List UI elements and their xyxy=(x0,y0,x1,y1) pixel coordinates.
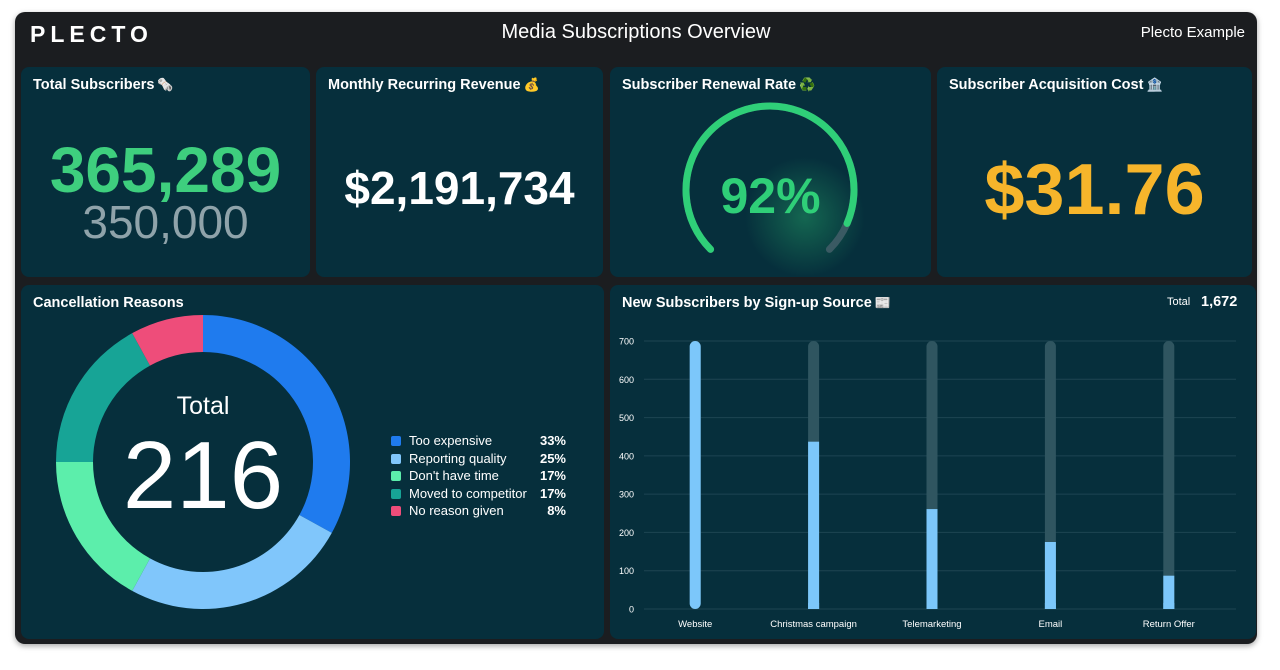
y-tick-label: 600 xyxy=(619,375,634,385)
top-bar: PLECTO Media Subscriptions Overview Plec… xyxy=(15,12,1257,56)
total-subscribers-value: 365,289 xyxy=(49,134,282,206)
card-title: New Subscribers by Sign-up Source 📰 xyxy=(622,295,891,311)
total-label: Total xyxy=(1167,296,1191,308)
y-tick-label: 700 xyxy=(619,337,634,347)
renewal-gauge xyxy=(682,102,865,277)
donut-slice[interactable] xyxy=(56,333,151,462)
newspaper-roll-icon: 🗞️ xyxy=(157,77,174,92)
legend-percent: 17% xyxy=(539,485,566,501)
bar[interactable] xyxy=(926,509,938,609)
card-title: Subscriber Acquisition Cost 🏦 xyxy=(949,77,1163,93)
cancellation-legend: Too expensive 33% Reporting quality 25% Don'… xyxy=(391,433,566,521)
donut-slice[interactable] xyxy=(56,462,151,591)
x-tick-label: Telemarketing xyxy=(902,619,961,630)
y-tick-label: 200 xyxy=(619,528,634,538)
legend-percent: 25% xyxy=(539,450,566,466)
x-tick-label: Website xyxy=(678,619,712,630)
legend-swatch xyxy=(391,488,401,499)
card-title: Total Subscribers 🗞️ xyxy=(33,77,174,93)
legend-label: Reporting quality xyxy=(409,450,507,466)
card-title: Monthly Recurring Revenue 💰 xyxy=(328,77,540,93)
legend-percent: 33% xyxy=(539,433,566,448)
bar-base xyxy=(808,603,820,609)
x-tick-label: Christmas campaign xyxy=(770,619,857,630)
account-name: Plecto Example xyxy=(1140,24,1245,41)
card-title: Cancellation Reasons xyxy=(33,295,184,311)
x-tick-label: Email xyxy=(1039,619,1063,630)
legend-label: Moved to competitor xyxy=(409,485,527,501)
y-tick-label: 500 xyxy=(619,413,634,423)
cancellation-reasons-card[interactable]: Cancellation Reasons Total 216 Too expen… xyxy=(21,285,604,639)
donut-slice[interactable] xyxy=(203,315,350,533)
legend-swatch xyxy=(391,453,401,464)
card-title: Subscriber Renewal Rate ♻️ xyxy=(622,77,816,93)
bar[interactable] xyxy=(689,341,701,609)
money-bag-icon: 💰 xyxy=(523,77,540,92)
total-value: 1,672 xyxy=(1201,294,1238,310)
signup-bar-chart: 0 100 200 300 400 500 600 700 Website Christmas c… xyxy=(619,337,1236,630)
mrr-card[interactable]: Monthly Recurring Revenue 💰 $2,191,734 xyxy=(316,67,603,277)
cancellation-donut: Total 216 xyxy=(56,315,350,609)
bar-base xyxy=(926,603,938,609)
bar[interactable] xyxy=(1163,575,1175,609)
plecto-logo[interactable]: PLECTO xyxy=(30,21,153,47)
donut-center-value: 216 xyxy=(123,422,283,529)
legend-item[interactable]: Moved to competitor 17% xyxy=(391,486,566,504)
signup-source-card[interactable]: New Subscribers by Sign-up Source 📰 Total… xyxy=(610,285,1256,639)
mrr-value: $2,191,734 xyxy=(344,162,575,214)
legend-label: Too expensive xyxy=(409,433,493,448)
y-tick-label: 100 xyxy=(619,566,634,576)
legend-swatch xyxy=(391,506,401,516)
legend-item[interactable]: Reporting quality 25% xyxy=(391,451,566,469)
donut-slice[interactable] xyxy=(132,514,332,609)
bar[interactable] xyxy=(808,441,820,609)
x-tick-label: Return Offer xyxy=(1143,619,1195,630)
bar-track xyxy=(1163,341,1175,609)
renewal-rate-card[interactable]: Subscriber Renewal Rate ♻️ 92% xyxy=(610,67,931,277)
bar-base xyxy=(1163,603,1175,609)
y-tick-label: 0 xyxy=(629,605,634,615)
acquisition-cost-value: $31.76 xyxy=(984,150,1205,230)
legend-label: No reason given xyxy=(409,503,504,518)
donut-center-label: Total xyxy=(177,392,230,420)
legend-percent: 17% xyxy=(539,468,566,483)
y-tick-label: 300 xyxy=(619,490,634,500)
legend-label: Don't have time xyxy=(409,468,499,483)
gauge-fill xyxy=(682,102,858,253)
donut-slice[interactable] xyxy=(132,315,203,366)
bar[interactable] xyxy=(1044,542,1056,609)
legend-item[interactable]: Don't have time 17% xyxy=(391,468,566,486)
legend-swatch xyxy=(391,471,401,481)
bar-base xyxy=(1044,603,1056,609)
renewal-rate-value: 92% xyxy=(720,168,821,224)
legend-item[interactable]: Too expensive 33% xyxy=(391,433,566,451)
dashboard-title: Media Subscriptions Overview xyxy=(501,21,771,43)
legend-percent: 8% xyxy=(547,503,566,518)
acquisition-cost-card[interactable]: Subscriber Acquisition Cost 🏦 $31.76 xyxy=(937,67,1252,277)
total-subscribers-card[interactable]: Total Subscribers 🗞️ 365,289 350,000 xyxy=(21,67,310,277)
total-subscribers-target: 350,000 xyxy=(82,196,249,248)
bank-icon: 🏦 xyxy=(1146,77,1163,92)
legend-item[interactable]: No reason given 8% xyxy=(391,503,566,521)
newspaper-icon: 📰 xyxy=(874,295,891,310)
legend-swatch xyxy=(391,436,401,446)
recycle-icon: ♻️ xyxy=(799,77,816,92)
y-tick-label: 400 xyxy=(619,451,634,461)
